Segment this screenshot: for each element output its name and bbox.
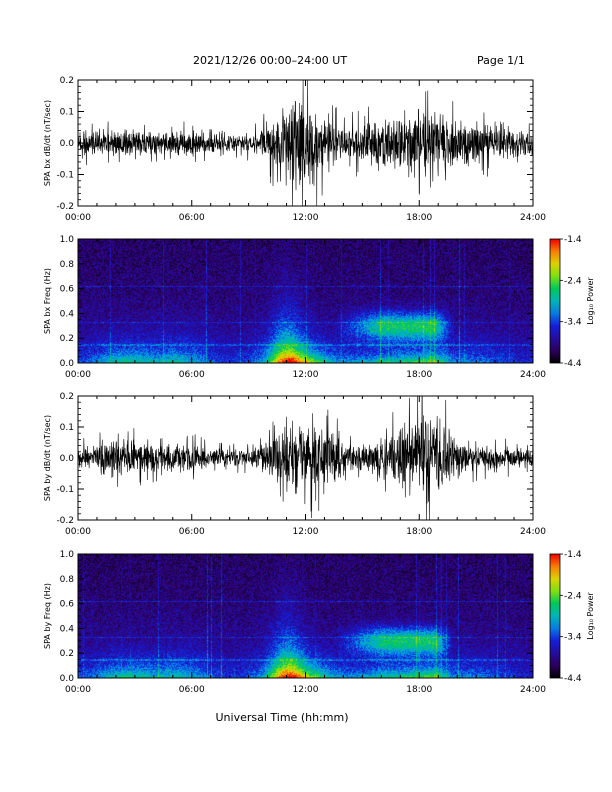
bx-spec-xtick-label: 12:00 xyxy=(293,370,319,380)
bx-spec-ytick-label: 1.0 xyxy=(60,235,75,245)
by-wave-xtick-label: 00:00 xyxy=(65,527,91,537)
bx-spec-ytick-label: 0.6 xyxy=(60,285,75,295)
bx-spectrogram-image xyxy=(78,239,533,363)
by-spectrogram-image xyxy=(78,554,533,678)
bx-spec-colorbar-tick-label: -1.4 xyxy=(564,235,582,245)
by-spec-ytick-label: 0.0 xyxy=(60,674,75,684)
bx-spec-ytick-label: 0.4 xyxy=(60,309,75,319)
by-spec-frame xyxy=(77,553,534,679)
bx-wave-ytick-label: 0.0 xyxy=(60,139,75,149)
by-spec-xtick-label: 24:00 xyxy=(520,685,546,695)
bx-spec-colorbar-tick-label: -4.4 xyxy=(564,359,582,369)
by-spec-colorbar-tick-label: -3.4 xyxy=(564,633,582,643)
by-wave-ylabel: SPA by dB/dt (nT/sec) xyxy=(43,415,52,501)
by-spec-xtick-label: 18:00 xyxy=(406,685,432,695)
bx-wave-xtick-label: 12:00 xyxy=(293,213,319,223)
bx-spec-colorbar-label: Log₁₀ Power xyxy=(586,277,595,325)
by-spec-colorbar xyxy=(549,553,561,679)
by-spec-ytick-label: 0.2 xyxy=(60,649,74,659)
bx-spec-colorbar xyxy=(549,238,561,364)
by-wave-xtick-label: 12:00 xyxy=(293,527,319,537)
by-waveform-panel: 00:00 06:00 12:00 18:00 24:00 -0.2 -0.1 0.0 0.1 0… xyxy=(43,392,546,537)
by-spec-ytick-label: 0.8 xyxy=(60,575,75,585)
bx-wave-ytick-label: 0.2 xyxy=(60,76,74,86)
bx-wave-ytick-label: -0.2 xyxy=(56,202,74,212)
by-wave-ytick-label: 0.1 xyxy=(60,423,74,433)
bx-spec-xtick-label: 00:00 xyxy=(65,370,91,380)
by-wave-ytick-label: -0.2 xyxy=(56,516,74,526)
bx-wave-ylabel: SPA bx dB/dt (nT/sec) xyxy=(43,100,52,186)
bx-spec-xtick-label: 06:00 xyxy=(179,370,205,380)
bx-spec-ytick-label: 0.0 xyxy=(60,359,75,369)
bx-spectrogram-panel: 00:00 06:00 12:00 18:00 24:00 0.0 0.2 0.4 0.6 0.8… xyxy=(43,235,595,380)
by-wave-ytick-label: 0.2 xyxy=(60,392,74,402)
bx-wave-xtick-label: 00:00 xyxy=(65,213,91,223)
bx-spec-ylabel: SPA bx Freq (Hz) xyxy=(43,268,52,334)
by-spec-colorbar-tick-label: -4.4 xyxy=(564,674,582,684)
by-wave-series-line xyxy=(77,395,534,521)
bx-wave-series-line xyxy=(77,79,534,207)
bx-spec-colorbar-tick-label: -3.4 xyxy=(564,318,582,328)
bx-spec-frame xyxy=(77,238,534,364)
by-spec-colorbar-tick-label: -1.4 xyxy=(564,550,582,560)
bx-spec-ytick-label: 0.2 xyxy=(60,334,74,344)
bx-wave-xtick-label: 24:00 xyxy=(520,213,546,223)
by-wave-xtick-label: 06:00 xyxy=(179,527,205,537)
by-wave-ytick-label: 0.0 xyxy=(60,454,75,464)
by-spectrogram-panel: 00:00 06:00 12:00 18:00 24:00 0.0 0.2 0.4 0.6 0.8… xyxy=(43,550,595,695)
by-spec-colorbar-tick-label: -2.4 xyxy=(564,591,582,601)
bx-spec-xtick-label: 24:00 xyxy=(520,370,546,380)
by-spec-xtick-label: 06:00 xyxy=(179,685,205,695)
bx-wave-xtick-label: 18:00 xyxy=(406,213,432,223)
bx-spec-xtick-label: 18:00 xyxy=(406,370,432,380)
page-title: 2021/12/26 00:00–24:00 UT xyxy=(193,54,348,67)
bx-spec-ytick-label: 0.8 xyxy=(60,260,75,270)
bx-waveform-panel: 00:00 06:00 12:00 18:00 24:00 -0.2 -0.1 0.0 0.1 0… xyxy=(43,76,546,223)
by-spec-xtick-label: 00:00 xyxy=(65,685,91,695)
by-wave-ytick-label: -0.1 xyxy=(56,485,74,495)
by-wave-xtick-label: 18:00 xyxy=(406,527,432,537)
by-wave-xtick-label: 24:00 xyxy=(520,527,546,537)
bx-spec-colorbar-tick-label: -2.4 xyxy=(564,276,582,286)
by-spec-colorbar-label: Log₁₀ Power xyxy=(586,592,595,640)
by-spec-ytick-label: 1.0 xyxy=(60,550,75,560)
page-number: Page 1/1 xyxy=(477,54,525,67)
bx-wave-ytick-label: -0.1 xyxy=(56,171,74,181)
bx-wave-ytick-label: 0.1 xyxy=(60,108,74,118)
by-spec-ytick-label: 0.6 xyxy=(60,600,75,610)
by-spec-ytick-label: 0.4 xyxy=(60,624,75,634)
bx-wave-xtick-label: 06:00 xyxy=(179,213,205,223)
by-spec-ylabel: SPA by Freq (Hz) xyxy=(43,583,52,649)
by-spec-xtick-label: 12:00 xyxy=(293,685,319,695)
x-axis-label: Universal Time (hh:mm) xyxy=(216,711,349,724)
